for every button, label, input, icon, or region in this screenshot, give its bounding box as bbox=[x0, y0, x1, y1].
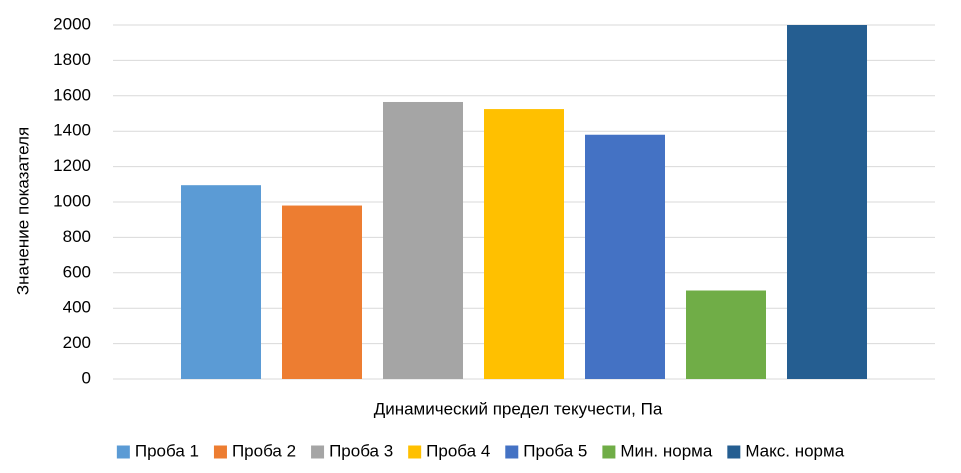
y-tick-label: 1600 bbox=[53, 85, 91, 104]
bar-5 bbox=[585, 135, 665, 379]
legend-label: Проба 3 bbox=[329, 441, 393, 460]
legend-swatch bbox=[505, 446, 518, 459]
y-axis-title: Значение показателя bbox=[13, 127, 32, 295]
legend-item: Мин. норма bbox=[602, 441, 712, 460]
bar-4 bbox=[484, 109, 564, 379]
legend-item: Проба 1 bbox=[117, 441, 199, 460]
bar-6 bbox=[686, 291, 766, 380]
legend-label: Проба 4 bbox=[426, 441, 490, 460]
legend-label: Проба 1 bbox=[135, 441, 199, 460]
legend-swatch bbox=[117, 446, 130, 459]
legend-swatch bbox=[311, 446, 324, 459]
legend-label: Проба 2 bbox=[232, 441, 296, 460]
y-tick-label: 1800 bbox=[53, 50, 91, 69]
legend-item: Проба 5 bbox=[505, 441, 587, 460]
bar-3 bbox=[383, 102, 463, 379]
bar-7 bbox=[787, 25, 867, 379]
y-tick-label: 1000 bbox=[53, 191, 91, 210]
legend-label: Проба 5 bbox=[523, 441, 587, 460]
legend-swatch bbox=[214, 446, 227, 459]
x-axis-title: Динамический предел текучести, Па bbox=[374, 399, 663, 418]
y-tick-label: 0 bbox=[82, 368, 91, 387]
legend-swatch bbox=[727, 446, 740, 459]
legend-item: Проба 3 bbox=[311, 441, 393, 460]
y-tick-label: 200 bbox=[63, 333, 91, 352]
legend-item: Макс. норма bbox=[727, 441, 844, 460]
y-tick-label: 1400 bbox=[53, 121, 91, 140]
bar-1 bbox=[181, 185, 261, 379]
legend-item: Проба 4 bbox=[408, 441, 490, 460]
legend-label: Макс. норма bbox=[745, 441, 844, 460]
legend: Проба 1 Проба 2 Проба 3 Проба 4 Проба 5 Мин. … bbox=[117, 441, 845, 460]
y-axis-ticks: 0 200 400 600 800 1000 1200 1400 1600 1800 2000 bbox=[53, 14, 91, 387]
legend-label: Мин. норма bbox=[620, 441, 712, 460]
legend-swatch bbox=[408, 446, 421, 459]
y-tick-label: 400 bbox=[63, 298, 91, 317]
y-tick-label: 800 bbox=[63, 227, 91, 246]
y-tick-label: 1200 bbox=[53, 156, 91, 175]
bar-2 bbox=[282, 206, 362, 379]
y-tick-label: 2000 bbox=[53, 14, 91, 33]
y-tick-label: 600 bbox=[63, 262, 91, 281]
legend-item: Проба 2 bbox=[214, 441, 296, 460]
legend-swatch bbox=[602, 446, 615, 459]
